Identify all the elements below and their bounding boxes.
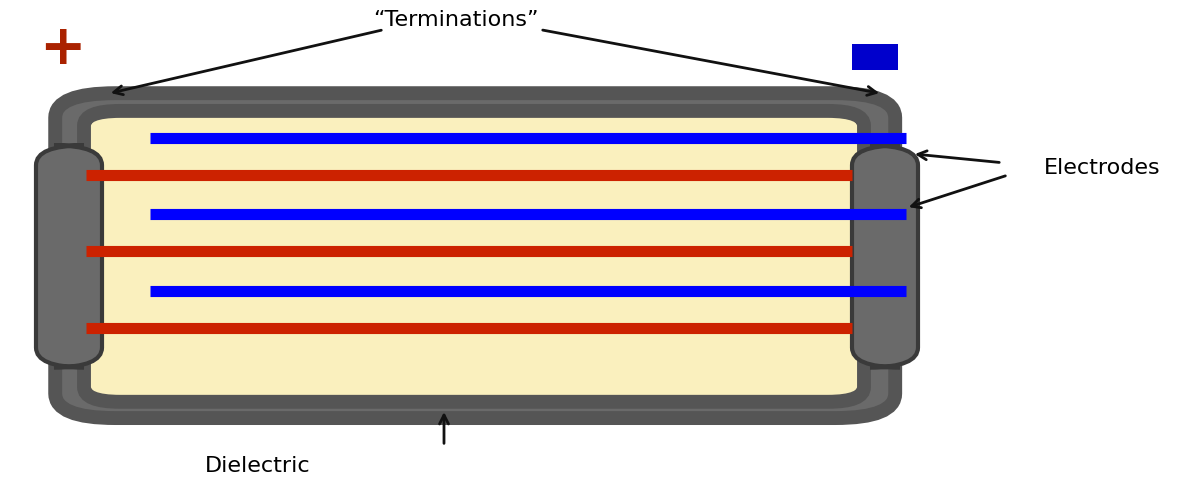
- FancyBboxPatch shape: [84, 111, 864, 402]
- Text: +: +: [40, 22, 85, 76]
- Text: Dielectric: Dielectric: [205, 456, 311, 476]
- FancyBboxPatch shape: [36, 145, 102, 367]
- Bar: [852, 44, 898, 70]
- FancyBboxPatch shape: [852, 145, 918, 367]
- Text: Electrodes: Electrodes: [1044, 158, 1160, 177]
- FancyBboxPatch shape: [55, 93, 895, 418]
- Text: “Terminations”: “Terminations”: [373, 10, 539, 30]
